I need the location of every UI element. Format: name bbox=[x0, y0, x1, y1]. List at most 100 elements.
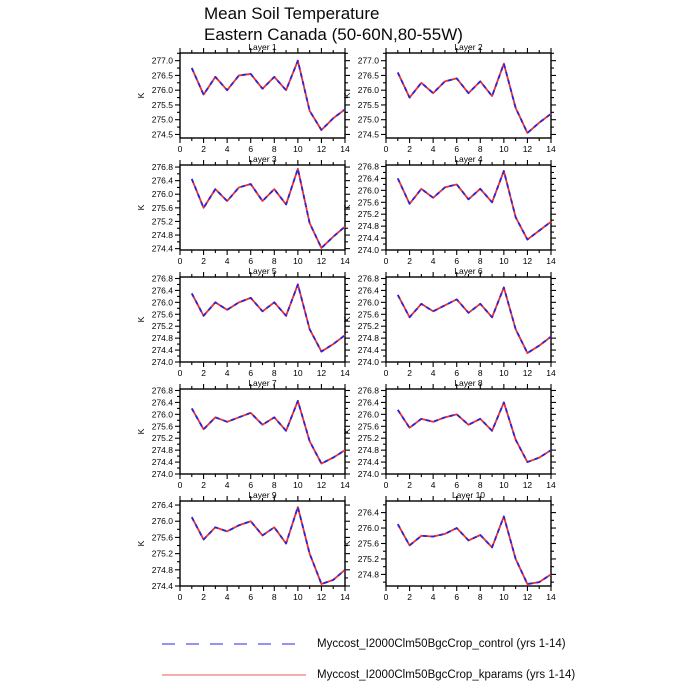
y-tick-label: 275.2 bbox=[358, 433, 380, 443]
x-tick-label: 14 bbox=[546, 256, 556, 265]
panel-layer-9: Layer 9 0 2 4 6 8 10 12 14 274.4 274.8 275.2 275.6 27… bbox=[136, 489, 350, 606]
y-tick-label: 277.0 bbox=[152, 56, 174, 66]
x-tick-label: 10 bbox=[293, 592, 303, 601]
x-tick-label: 14 bbox=[546, 480, 556, 489]
x-tick-label: 8 bbox=[478, 592, 483, 601]
control-series-line bbox=[396, 170, 552, 241]
panel-layer-3: Layer 3 0 2 4 6 8 10 12 14 274.4 274.8 275.2 275.6 27… bbox=[136, 153, 350, 270]
x-tick-label: 2 bbox=[407, 592, 412, 601]
x-tick-label: 0 bbox=[384, 592, 389, 601]
y-tick-label: 276.8 bbox=[358, 385, 380, 395]
layer-3-plot: Layer 3 0 2 4 6 8 10 12 14 274.4 274.8 275.2 275.6 27… bbox=[136, 154, 350, 266]
layer-9-plot: Layer 9 0 2 4 6 8 10 12 14 274.4 274.8 275.2 275.6 27… bbox=[136, 490, 350, 602]
y-tick-label: 276.0 bbox=[358, 297, 380, 307]
x-tick-label: 8 bbox=[478, 144, 483, 153]
panel-title: Layer 10 bbox=[452, 490, 485, 500]
y-tick-label: 276.0 bbox=[358, 523, 380, 533]
y-tick-label: 276.8 bbox=[358, 161, 380, 171]
x-tick-label: 6 bbox=[248, 592, 253, 601]
y-tick-label: 275.6 bbox=[358, 309, 380, 319]
panel-layer-10: Layer 10 0 2 4 6 8 10 12 14 274.8 275.2 275.6 276.0 2… bbox=[342, 489, 556, 606]
y-tick-label: 276.0 bbox=[152, 189, 174, 199]
y-tick-label: 276.8 bbox=[358, 273, 380, 283]
y-tick-label: 276.4 bbox=[358, 285, 380, 295]
x-tick-label: 4 bbox=[225, 368, 230, 377]
x-tick-label: 0 bbox=[178, 256, 183, 265]
y-tick-label: 274.5 bbox=[152, 129, 174, 139]
panel-title: Layer 2 bbox=[454, 42, 483, 52]
control-series-line bbox=[397, 401, 552, 463]
y-tick-label: 276.0 bbox=[358, 185, 380, 195]
y-tick-label: 276.5 bbox=[358, 70, 380, 80]
x-tick-label: 12 bbox=[317, 368, 327, 377]
figure-title-line2: Eastern Canada (50-60N,80-55W) bbox=[204, 25, 463, 44]
x-tick-label: 4 bbox=[225, 480, 230, 489]
layer-2-plot: Layer 2 0 2 4 6 8 10 12 14 274.5 275.0 275.5 276.0 27… bbox=[342, 42, 556, 154]
x-tick-label: 10 bbox=[499, 256, 509, 265]
y-tick-label: 274.0 bbox=[358, 357, 380, 367]
x-tick-label: 4 bbox=[431, 144, 436, 153]
x-tick-label: 14 bbox=[546, 144, 556, 153]
y-tick-label: 276.8 bbox=[152, 273, 174, 283]
y-axis-label: K bbox=[138, 204, 146, 210]
panel-title: Layer 3 bbox=[248, 154, 277, 164]
control-series-line bbox=[190, 59, 346, 131]
x-tick-label: 2 bbox=[407, 256, 412, 265]
x-tick-label: 8 bbox=[272, 592, 277, 601]
x-tick-label: 12 bbox=[317, 256, 327, 265]
x-tick-label: 10 bbox=[499, 368, 509, 377]
y-tick-label: 275.0 bbox=[358, 115, 380, 125]
y-tick-label: 274.0 bbox=[152, 469, 174, 479]
y-tick-label: 276.4 bbox=[152, 176, 174, 186]
x-tick-label: 6 bbox=[454, 144, 459, 153]
x-tick-label: 10 bbox=[293, 256, 303, 265]
y-tick-label: 274.4 bbox=[152, 457, 174, 467]
panel-layer-1: Layer 1 0 2 4 6 8 10 12 14 274.5 275.0 275.5 276.0 27… bbox=[136, 41, 350, 158]
control-series-line bbox=[396, 286, 552, 354]
panel-title: Layer 1 bbox=[248, 42, 277, 52]
x-tick-label: 0 bbox=[384, 368, 389, 377]
kparams-series-line bbox=[190, 283, 346, 353]
x-tick-label: 4 bbox=[431, 256, 436, 265]
kparams-series-line bbox=[396, 62, 552, 134]
panel-title: Layer 6 bbox=[454, 266, 483, 276]
y-tick-label: 275.6 bbox=[152, 421, 174, 431]
legend-label-control: Myccost_I2000Clm50BgcCrop_control (yrs 1… bbox=[317, 638, 566, 650]
y-tick-label: 276.0 bbox=[152, 297, 174, 307]
y-axis-label: K bbox=[344, 316, 352, 322]
x-tick-label: 2 bbox=[201, 256, 206, 265]
x-tick-label: 10 bbox=[293, 368, 303, 377]
x-tick-label: 12 bbox=[523, 368, 533, 377]
layer-7-plot: Layer 7 0 2 4 6 8 10 12 14 274.0 274.4 274.8 275.2 27… bbox=[136, 378, 350, 490]
x-tick-label: 6 bbox=[454, 256, 459, 265]
x-tick-label: 0 bbox=[384, 144, 389, 153]
x-tick-label: 14 bbox=[546, 592, 556, 601]
y-tick-label: 276.0 bbox=[152, 85, 174, 95]
y-tick-label: 274.8 bbox=[152, 565, 174, 575]
layer-10-plot: Layer 10 0 2 4 6 8 10 12 14 274.8 275.2 275.6 276.0 2… bbox=[342, 490, 556, 602]
panel-layer-7: Layer 7 0 2 4 6 8 10 12 14 274.0 274.4 274.8 275.2 27… bbox=[136, 377, 350, 494]
panel-layer-5: Layer 5 0 2 4 6 8 10 12 14 274.0 274.4 274.8 275.2 27… bbox=[136, 265, 350, 382]
x-tick-label: 12 bbox=[523, 256, 533, 265]
x-tick-label: 2 bbox=[201, 368, 206, 377]
kparams-legend-line bbox=[162, 674, 306, 676]
panel-title: Layer 4 bbox=[454, 154, 483, 164]
y-tick-label: 274.4 bbox=[358, 457, 380, 467]
x-tick-label: 14 bbox=[340, 256, 350, 265]
x-tick-label: 14 bbox=[546, 368, 556, 377]
control-series-line bbox=[190, 283, 346, 353]
x-tick-label: 12 bbox=[523, 592, 533, 601]
control-series-line bbox=[396, 62, 552, 134]
figure-title-line1: Mean Soil Temperature bbox=[204, 4, 380, 23]
y-tick-label: 276.0 bbox=[358, 85, 380, 95]
x-tick-label: 0 bbox=[384, 480, 389, 489]
x-tick-label: 14 bbox=[340, 480, 350, 489]
legend-row-kparams: Myccost_I2000Clm50BgcCrop_kparams (yrs 1… bbox=[160, 667, 575, 683]
x-tick-label: 12 bbox=[317, 480, 327, 489]
y-tick-label: 275.2 bbox=[152, 549, 174, 559]
legend-label-kparams: Myccost_I2000Clm50BgcCrop_kparams (yrs 1… bbox=[317, 669, 576, 681]
x-tick-label: 12 bbox=[317, 592, 327, 601]
y-tick-label: 275.6 bbox=[358, 539, 380, 549]
